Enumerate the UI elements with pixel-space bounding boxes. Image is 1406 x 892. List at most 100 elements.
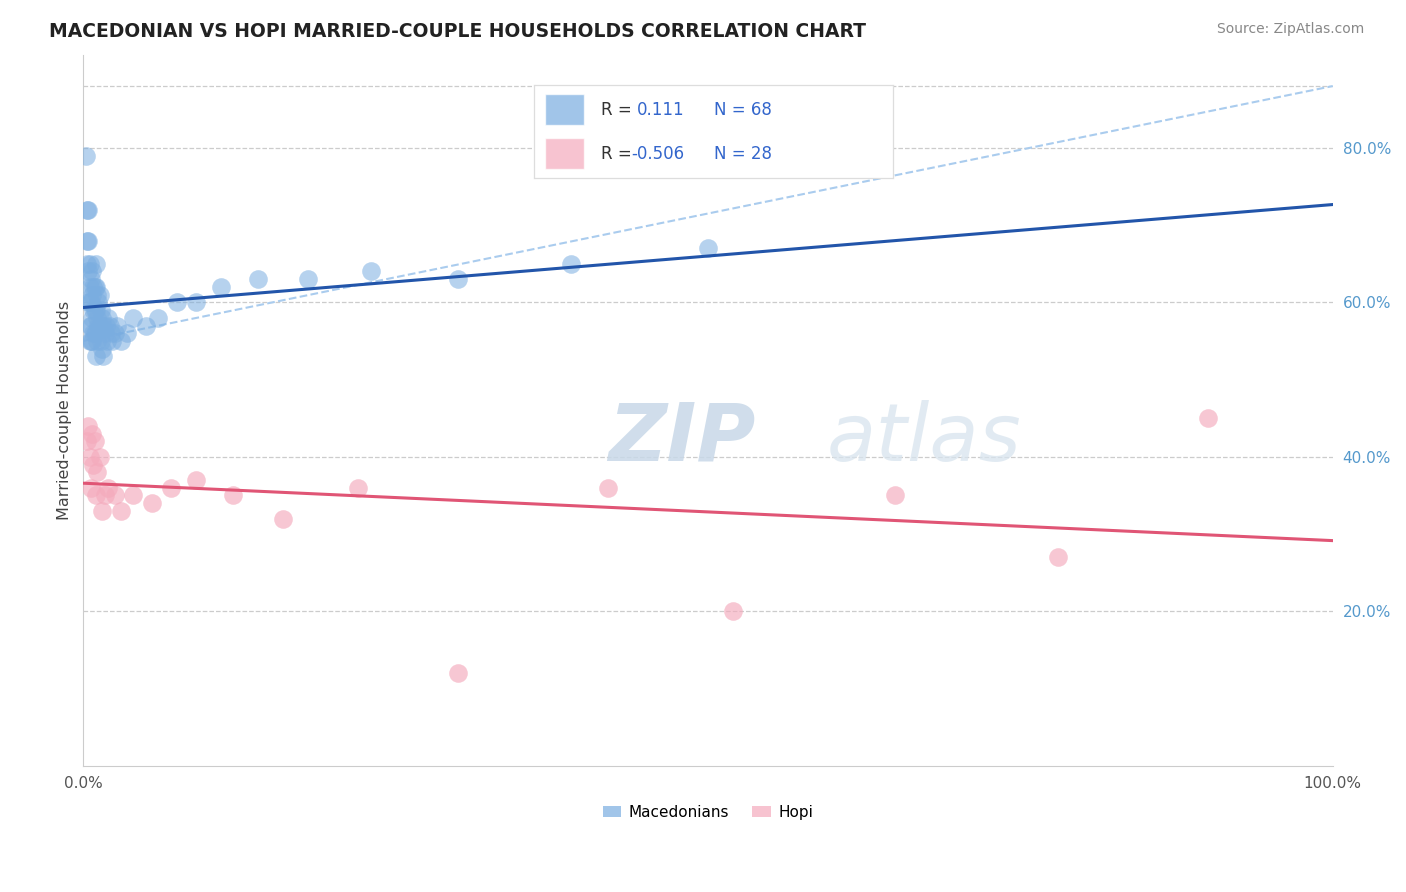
- Point: [87, 295, 110, 310]
- Point: [101, 334, 124, 348]
- Point: [76, 234, 98, 248]
- Text: R =: R =: [600, 145, 631, 162]
- Point: [103, 326, 125, 341]
- Point: [721, 604, 744, 618]
- Point: [86, 310, 108, 325]
- Point: [87, 318, 110, 333]
- Point: [80, 426, 103, 441]
- Point: [159, 481, 181, 495]
- Point: [90, 303, 112, 318]
- Point: [1046, 550, 1069, 565]
- Point: [82, 458, 104, 472]
- Point: [86, 287, 108, 301]
- Point: [98, 318, 121, 333]
- Point: [76, 202, 98, 217]
- Point: [79, 257, 101, 271]
- Point: [91, 504, 114, 518]
- Point: [84, 488, 107, 502]
- Point: [209, 280, 232, 294]
- Text: 0.111: 0.111: [637, 101, 685, 119]
- Point: [122, 310, 145, 325]
- Text: MACEDONIAN VS HOPI MARRIED-COUPLE HOUSEHOLDS CORRELATION CHART: MACEDONIAN VS HOPI MARRIED-COUPLE HOUSEH…: [49, 22, 866, 41]
- Text: -0.506: -0.506: [631, 145, 685, 162]
- Point: [91, 342, 114, 356]
- Point: [115, 326, 138, 341]
- Point: [79, 318, 101, 333]
- Point: [77, 295, 100, 310]
- Point: [105, 318, 128, 333]
- Point: [100, 326, 122, 341]
- Point: [271, 511, 294, 525]
- Point: [84, 350, 107, 364]
- Legend: Macedonians, Hopi: Macedonians, Hopi: [596, 798, 820, 826]
- Point: [297, 272, 319, 286]
- Point: [96, 334, 118, 348]
- Bar: [546, 138, 585, 169]
- Point: [1197, 411, 1219, 425]
- Bar: [546, 95, 585, 125]
- Point: [148, 310, 170, 325]
- Point: [76, 257, 98, 271]
- Point: [79, 280, 101, 294]
- Point: [103, 488, 125, 502]
- Point: [86, 465, 108, 479]
- Text: R =: R =: [600, 101, 631, 119]
- Point: [91, 318, 114, 333]
- Point: [82, 303, 104, 318]
- Point: [360, 264, 382, 278]
- Text: atlas: atlas: [827, 400, 1022, 478]
- Point: [166, 295, 188, 310]
- Point: [93, 488, 115, 502]
- Point: [77, 234, 100, 248]
- Text: N = 28: N = 28: [714, 145, 772, 162]
- Point: [596, 481, 619, 495]
- Point: [84, 280, 107, 294]
- Point: [141, 496, 163, 510]
- Point: [94, 318, 117, 333]
- Point: [91, 310, 114, 325]
- Point: [83, 280, 105, 294]
- Point: [884, 488, 907, 502]
- Point: [97, 310, 120, 325]
- Point: [247, 272, 270, 286]
- Point: [184, 473, 207, 487]
- Point: [82, 280, 104, 294]
- Point: [77, 264, 100, 278]
- Point: [80, 318, 103, 333]
- Point: [80, 295, 103, 310]
- Point: [135, 318, 157, 333]
- Point: [91, 350, 114, 364]
- Point: [93, 326, 115, 341]
- Point: [80, 287, 103, 301]
- Point: [80, 264, 103, 278]
- Point: [560, 257, 582, 271]
- Point: [447, 272, 470, 286]
- Point: [76, 434, 98, 449]
- Point: [447, 666, 470, 681]
- Point: [84, 303, 107, 318]
- Point: [80, 310, 103, 325]
- Point: [77, 419, 100, 434]
- Point: [89, 318, 111, 333]
- Point: [110, 334, 132, 348]
- Point: [79, 334, 101, 348]
- Point: [84, 257, 107, 271]
- Point: [84, 326, 107, 341]
- Point: [80, 481, 103, 495]
- Text: Source: ZipAtlas.com: Source: ZipAtlas.com: [1216, 22, 1364, 37]
- Point: [347, 481, 370, 495]
- Point: [83, 303, 105, 318]
- Point: [184, 295, 207, 310]
- Point: [83, 434, 105, 449]
- Point: [89, 450, 111, 464]
- Point: [79, 295, 101, 310]
- Point: [75, 148, 97, 162]
- Point: [77, 202, 100, 217]
- Point: [122, 488, 145, 502]
- Text: N = 68: N = 68: [714, 101, 772, 119]
- Point: [97, 481, 120, 495]
- Point: [82, 326, 104, 341]
- Text: ZIP: ZIP: [607, 400, 755, 478]
- Point: [80, 334, 103, 348]
- Point: [80, 272, 103, 286]
